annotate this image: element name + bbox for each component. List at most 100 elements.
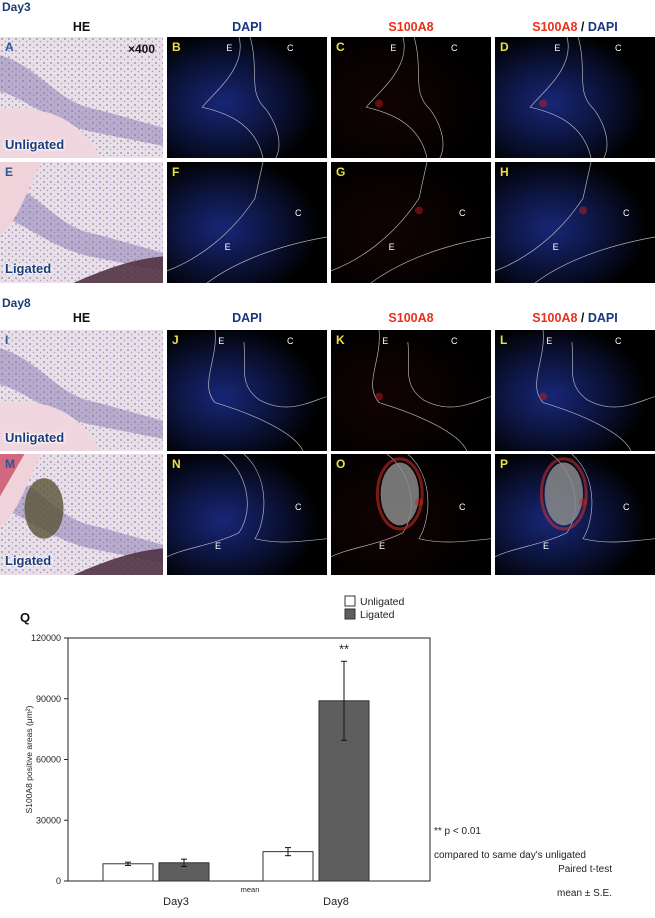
column-header-s100a8: S100A8 — [388, 20, 434, 34]
he-stain-panel: Ligated E — [0, 162, 163, 283]
region-label-epithelium: E — [224, 241, 231, 252]
region-label-connective: C — [287, 43, 294, 53]
merge-header-slash: / — [577, 20, 588, 34]
merge-header-slash: / — [577, 311, 588, 325]
region-label-epithelium: E — [388, 241, 395, 252]
merge-header-s100a8: S100A8 — [532, 20, 578, 34]
merge-panel: P E C — [495, 454, 655, 575]
plot-frame — [67, 637, 431, 882]
column-header-merge: S100A8 / DAPI — [495, 311, 655, 325]
condition-label: Unligated — [5, 430, 65, 445]
merge-panel: H E C — [495, 162, 655, 283]
column-header-he: HE — [72, 20, 91, 34]
s100a8-panel: G E C — [331, 162, 491, 283]
legend-swatch-unligated — [344, 595, 356, 607]
y-axis-label: S100A8 positive areas (μm²) — [24, 705, 34, 813]
mean-label: mean — [241, 885, 260, 894]
note-test: Paired t-test — [558, 864, 612, 875]
panel-letter: O — [336, 457, 346, 471]
region-label-connective: C — [295, 207, 302, 218]
merge-header-dapi: DAPI — [587, 311, 618, 325]
legend-label-unligated: Unligated — [360, 596, 405, 608]
panel-letter: N — [172, 457, 181, 471]
panel-letter: G — [336, 165, 346, 179]
condition-label: Ligated — [5, 261, 52, 276]
s100a8-area-chart: 0 30000 60000 90000 120000 S100A8 positive ar… — [24, 595, 431, 908]
panel-letter: F — [172, 165, 180, 179]
region-label-connective: C — [623, 207, 630, 218]
region-label-connective: C — [615, 43, 622, 53]
y-tick-label: 120000 — [31, 633, 61, 643]
column-header-merge: S100A8 / DAPI — [495, 20, 655, 34]
column-header-s100a8: S100A8 — [388, 311, 434, 325]
region-label-connective: C — [459, 207, 466, 218]
region-label-epithelium: E — [218, 336, 225, 346]
note-comparison: compared to same day's unligated — [434, 850, 586, 861]
region-label-epithelium: E — [390, 43, 397, 53]
legend-label-ligated: Ligated — [360, 609, 395, 621]
legend-swatch-ligated — [344, 608, 356, 620]
dapi-panel: N E C — [167, 454, 327, 575]
y-tick-label: 60000 — [36, 755, 61, 765]
region-label-connective: C — [451, 43, 458, 53]
y-tick-label: 30000 — [36, 815, 61, 825]
region-label-connective: C — [295, 502, 302, 513]
panel-letter: B — [172, 40, 181, 54]
panel-letter: M — [5, 457, 15, 471]
panel-letter: K — [336, 333, 345, 347]
region-label-epithelium: E — [226, 43, 233, 53]
y-tick-label: 90000 — [36, 694, 61, 704]
significance-marker: ** — [339, 641, 349, 656]
bar-unligated-day3 — [102, 863, 154, 882]
panel-letter: C — [336, 40, 345, 54]
x-category-label: Day8 — [323, 896, 349, 908]
column-header-dapi: DAPI — [232, 311, 262, 325]
merge-header-dapi: DAPI — [587, 20, 618, 34]
bar-unligated-day8 — [262, 851, 314, 882]
region-label-epithelium: E — [379, 541, 386, 552]
panel-letter: I — [5, 333, 9, 347]
region-label-epithelium: E — [543, 541, 550, 552]
panel-letter: P — [500, 457, 509, 471]
note-mean-se: mean ± S.E. — [557, 888, 612, 899]
note-significance: ** p < 0.01 — [434, 826, 481, 837]
dapi-panel: F E C — [167, 162, 327, 283]
day-label: Day8 — [2, 296, 31, 310]
region-label-connective: C — [623, 502, 630, 513]
region-label-epithelium: E — [215, 541, 222, 552]
y-tick-label: 0 — [56, 876, 61, 886]
region-label-connective: C — [615, 336, 622, 346]
magnification-label: ×400 — [127, 42, 155, 56]
condition-label: Ligated — [5, 553, 52, 568]
region-label-connective: C — [459, 502, 466, 513]
panel-letter: D — [500, 40, 509, 54]
he-stain-panel: ×400 Unligated A — [0, 37, 163, 158]
chart-panel-letter: Q — [20, 610, 31, 625]
panel-letter: H — [500, 165, 509, 179]
column-header-dapi: DAPI — [232, 20, 262, 34]
day-label: Day3 — [2, 0, 31, 14]
x-category-label: Day3 — [163, 896, 189, 908]
condition-label: Unligated — [5, 137, 65, 152]
region-label-epithelium: E — [554, 43, 561, 53]
s100a8-panel: O E C — [331, 454, 491, 575]
region-label-epithelium: E — [552, 241, 559, 252]
region-label-connective: C — [451, 336, 458, 346]
region-label-epithelium: E — [382, 336, 389, 346]
he-stain-panel: Unligated I — [0, 330, 163, 451]
region-label-connective: C — [287, 336, 294, 346]
merge-header-s100a8: S100A8 — [532, 311, 578, 325]
column-header-he: HE — [72, 311, 91, 325]
panel-letter: E — [5, 165, 14, 179]
panel-letter: J — [172, 333, 179, 347]
he-stain-panel: Ligated M — [0, 454, 163, 575]
region-label-epithelium: E — [546, 336, 553, 346]
panel-letter: L — [500, 333, 508, 347]
panel-letter: A — [5, 40, 14, 54]
